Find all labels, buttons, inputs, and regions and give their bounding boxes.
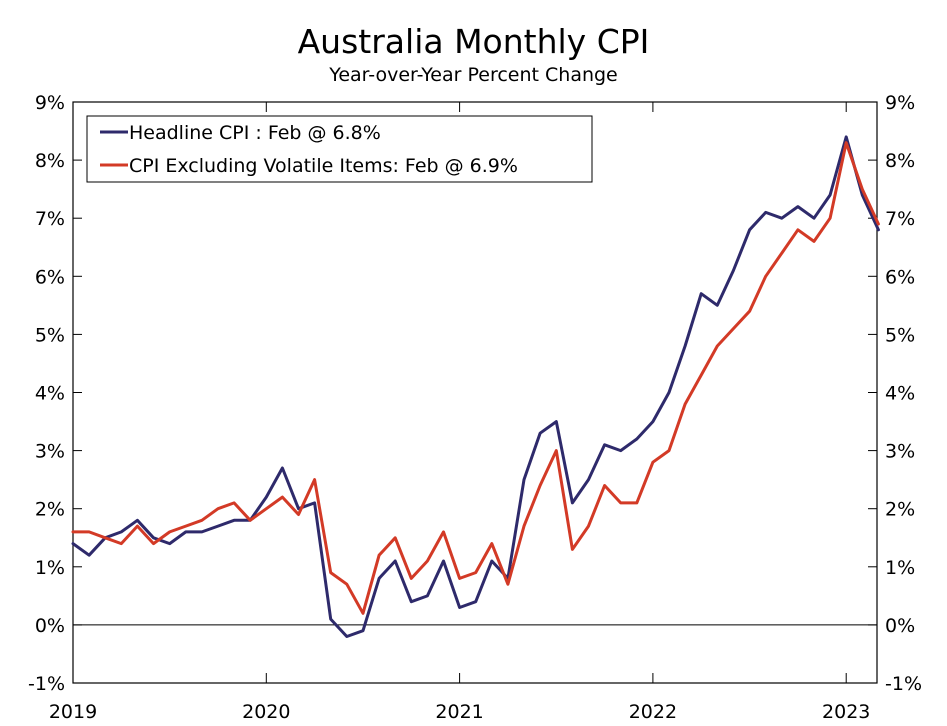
y-tick-label-left: 7%	[35, 208, 65, 230]
plot-frame	[72, 101, 878, 684]
y-tick-label-right: 2%	[885, 499, 915, 521]
y-tick-label-right: 4%	[885, 383, 915, 405]
x-tick-label: 2021	[435, 701, 483, 723]
y-tick-label-left: 8%	[35, 150, 65, 172]
y-tick-label-left: 6%	[35, 266, 65, 288]
y-tick-label-right: 0%	[885, 615, 915, 637]
y-tick-label-right: -1%	[885, 673, 922, 695]
legend: Headline CPI : Feb @ 6.8% CPI Excluding …	[86, 115, 593, 183]
series-lines	[71, 135, 880, 638]
y-axis-ticks: -1% -1% 0% 0% 1% 1% 2% 2% 3% 3% 4% 4% 5% 5% 6% 6% 7% 7% 8%…	[28, 92, 922, 695]
y-tick-label-right: 1%	[885, 557, 915, 579]
y-tick-label-right: 5%	[885, 324, 915, 346]
legend-label-excluding-volatile: CPI Excluding Volatile Items: Feb @ 6.9%	[129, 155, 518, 177]
x-tick-label: 2023	[822, 701, 870, 723]
x-tick-label: 2019	[49, 701, 97, 723]
y-tick-label-right: 3%	[885, 441, 915, 463]
x-tick-label: 2020	[242, 701, 290, 723]
x-axis-ticks: 2019 2020 2021 2022 2023	[49, 102, 870, 723]
y-tick-label-right: 8%	[885, 150, 915, 172]
legend-label-headline: Headline CPI : Feb @ 6.8%	[129, 122, 381, 144]
series-line-cpi-excluding-volatile	[71, 141, 880, 615]
y-tick-label-right: 9%	[885, 92, 915, 114]
y-tick-label-left: 9%	[35, 92, 65, 114]
y-tick-label-left: 4%	[35, 383, 65, 405]
chart-title: Australia Monthly CPI	[297, 22, 650, 61]
y-tick-label-left: 2%	[35, 499, 65, 521]
y-tick-label-left: 3%	[35, 441, 65, 463]
series-line-headline-cpi	[71, 135, 880, 638]
y-tick-label-right: 6%	[885, 266, 915, 288]
y-tick-label-left: -1%	[28, 673, 65, 695]
y-tick-label-left: 5%	[35, 324, 65, 346]
chart-subtitle: Year-over-Year Percent Change	[329, 64, 618, 86]
y-tick-label-left: 1%	[35, 557, 65, 579]
legend-box	[86, 115, 593, 183]
x-tick-label: 2022	[629, 701, 677, 723]
y-tick-label-left: 0%	[35, 615, 65, 637]
y-tick-label-right: 7%	[885, 208, 915, 230]
